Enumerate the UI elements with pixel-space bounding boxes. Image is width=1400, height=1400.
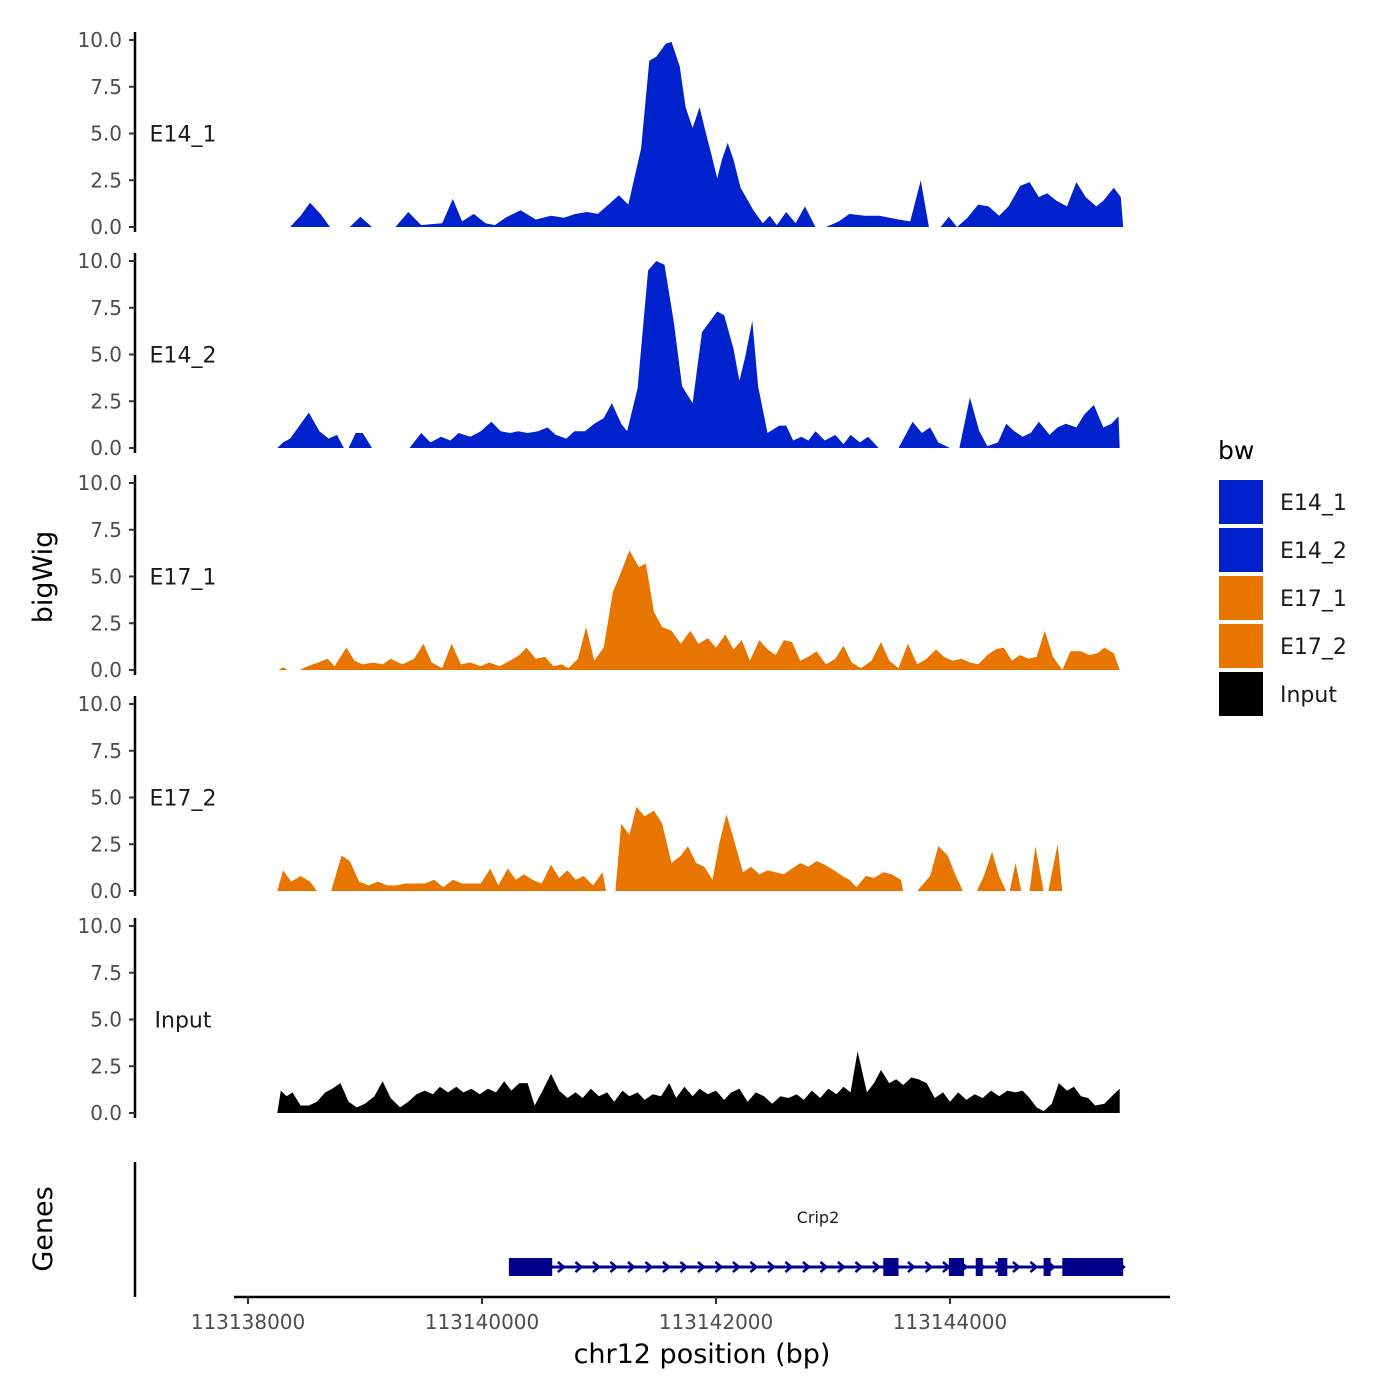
strand-arrow: [644, 1261, 654, 1273]
strand-arrow: [697, 1261, 706, 1273]
y-tick-label: 7.5: [90, 739, 122, 763]
strand-arrow: [924, 1261, 934, 1273]
strand-arrow: [837, 1261, 846, 1273]
y-tick-label: 5.0: [90, 343, 122, 367]
strand-arrow: [1012, 1261, 1021, 1273]
gene-exon: [508, 1258, 553, 1276]
strand-arrow: [714, 1261, 724, 1273]
strand-arrow: [749, 1261, 759, 1273]
y-tick-label: 5.0: [90, 786, 122, 810]
y-tick-label: 2.5: [90, 611, 122, 635]
gene-exon: [997, 1258, 1008, 1276]
y-tick-label: 10.0: [77, 471, 122, 495]
track-panel-e14_2: 0.0 2.5 5.0 7.5 10.0 E14_2: [77, 249, 1120, 460]
gene-exon: [975, 1258, 983, 1276]
strand-arrow: [732, 1261, 741, 1273]
x-axis-title: chr12 position (bp): [574, 1339, 831, 1370]
y-tick-label: 0.0: [90, 436, 122, 460]
track-panel-e17_1: 0.0 2.5 5.0 7.5 10.0 E17_1: [77, 471, 1120, 682]
y-tick-label: 7.5: [90, 961, 122, 985]
y-tick-label: 7.5: [90, 296, 122, 320]
strand-arrow: [627, 1261, 636, 1273]
legend-swatch-e17_2: [1219, 624, 1263, 668]
gene-label: Crip2: [797, 1208, 840, 1227]
y-tick-label: 10.0: [77, 914, 122, 938]
signal-area-e17_1: [278, 550, 1120, 670]
strand-arrow: [784, 1261, 794, 1273]
x-tick-label: 113138000: [191, 1310, 306, 1334]
signal-area-e17_2: [277, 806, 1063, 891]
gene-exon: [1043, 1258, 1051, 1276]
strand-arrow: [854, 1261, 864, 1273]
y-tick-label: 2.5: [90, 1054, 122, 1078]
y-tick-label: 10.0: [77, 249, 122, 273]
y-axis-title: bigWig: [28, 531, 59, 624]
y-tick-label: 0.0: [90, 879, 122, 903]
genes-axis-title: Genes: [28, 1186, 59, 1271]
panels: 0.0 2.5 5.0 7.5 10.0 E14_1 0.0 2.5 5.0 7.5 10.0 E14…: [77, 28, 1124, 1125]
gene-exon: [1062, 1258, 1124, 1276]
legend-label: Input: [1280, 683, 1337, 708]
y-tick-label: 5.0: [90, 1008, 122, 1032]
x-axis: 113138000 113140000 113142000 113144000: [191, 1295, 1170, 1334]
y-tick-label: 2.5: [90, 389, 122, 413]
legend-swatch-e17_1: [1219, 576, 1263, 620]
strand-arrow: [767, 1261, 776, 1273]
track-label: E17_1: [150, 566, 217, 591]
y-tick-label: 7.5: [90, 518, 122, 542]
y-tick-label: 2.5: [90, 832, 122, 856]
y-tick-label: 0.0: [90, 658, 122, 682]
strand-arrow: [662, 1261, 671, 1273]
gene-track: Crip2: [133, 1162, 1126, 1297]
x-tick-label: 113144000: [893, 1310, 1008, 1334]
strand-arrow: [1029, 1261, 1039, 1273]
track-panel-e14_1: 0.0 2.5 5.0 7.5 10.0 E14_1: [77, 28, 1124, 239]
signal-area-e14_1: [290, 41, 1124, 228]
x-tick-label: 113140000: [425, 1310, 540, 1334]
strand-arrow: [907, 1261, 916, 1273]
track-label: E17_2: [150, 787, 217, 812]
y-tick-label: 10.0: [77, 28, 122, 52]
strand-arrow: [592, 1261, 601, 1273]
legend-swatch-e14_2: [1219, 528, 1263, 572]
strand-arrow: [609, 1261, 619, 1273]
strand-arrow: [557, 1261, 566, 1273]
legend: bw E14_1 E14_2 E17_1 E17_2 Input: [1218, 436, 1347, 716]
y-tick-label: 7.5: [90, 75, 122, 99]
legend-label: E17_1: [1280, 587, 1347, 612]
track-label: E14_2: [150, 344, 217, 369]
y-tick-label: 5.0: [90, 565, 122, 589]
strand-arrow: [819, 1261, 829, 1273]
legend-label: E17_2: [1280, 635, 1347, 660]
legend-swatch-input: [1219, 672, 1263, 716]
track-panel-input: 0.0 2.5 5.0 7.5 10.0 Input: [77, 914, 1120, 1125]
strand-arrow: [872, 1261, 881, 1273]
y-tick-label: 0.0: [90, 1101, 122, 1125]
y-tick-label: 5.0: [90, 122, 122, 146]
gene-exon: [948, 1258, 965, 1276]
legend-swatch-e14_1: [1219, 480, 1263, 524]
legend-title: bw: [1218, 436, 1254, 465]
track-label: Input: [155, 1009, 212, 1034]
signal-area-e14_2: [277, 261, 1120, 448]
y-tick-label: 10.0: [77, 692, 122, 716]
legend-label: E14_2: [1280, 539, 1347, 564]
track-panel-e17_2: 0.0 2.5 5.0 7.5 10.0 E17_2: [77, 692, 1063, 903]
signal-area-input: [277, 1051, 1120, 1113]
y-tick-label: 2.5: [90, 168, 122, 192]
track-label: E14_1: [150, 123, 217, 148]
y-tick-label: 0.0: [90, 215, 122, 239]
strand-arrow: [802, 1261, 811, 1273]
strand-arrow: [679, 1261, 689, 1273]
x-tick-label: 113142000: [659, 1310, 774, 1334]
gene-exon: [883, 1258, 899, 1276]
legend-label: E14_1: [1280, 491, 1347, 516]
strand-arrow: [574, 1261, 584, 1273]
